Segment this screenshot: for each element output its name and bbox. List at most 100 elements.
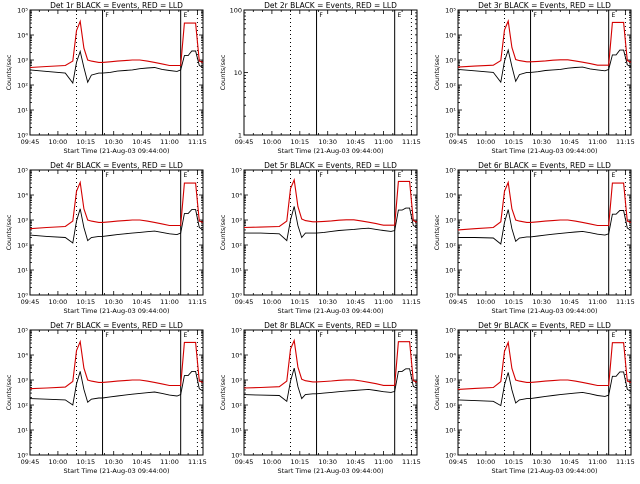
detector-panel: Det 4r BLACK = Events, RED = LLD 10⁰ 10¹ 10…	[5, 161, 207, 315]
x-tick-label: 10:30	[104, 458, 123, 466]
x-tick-label: 10:45	[560, 138, 579, 146]
y-tick-label: 10⁴	[17, 192, 28, 200]
events-series-line	[29, 208, 204, 244]
y-tick-label: 10⁴	[445, 352, 456, 360]
y-tick-label: 10⁰	[445, 132, 456, 140]
lld-series-line	[457, 340, 632, 390]
y-tick-label: 10⁵	[445, 7, 456, 15]
x-tick-label: 10:15	[76, 138, 95, 146]
x-tick-label: 10:45	[346, 138, 365, 146]
y-tick-label: 10²	[17, 402, 28, 410]
y-tick-label: 10⁴	[17, 352, 28, 360]
plot-frame	[457, 9, 632, 136]
y-tick-label: 10³	[17, 217, 28, 225]
plot-frame	[29, 169, 204, 296]
lld-series-line	[457, 180, 632, 231]
x-tick-label: 10:15	[76, 298, 95, 306]
x-tick-label: 10:15	[290, 138, 309, 146]
x-tick-label: 11:15	[402, 298, 421, 306]
interval-marker-label: F	[105, 332, 109, 339]
y-tick-label: 10⁰	[17, 452, 28, 460]
detector-panel: Det 9r BLACK = Events, RED = LLD 10⁰ 10¹ 10…	[433, 321, 635, 475]
x-tick-label: 09:45	[235, 298, 254, 306]
x-axis-label: Start Time (21-Aug-03 09:44:00)	[491, 147, 597, 155]
events-series-line	[29, 370, 204, 406]
interval-marker-label: F	[105, 172, 109, 179]
events-series-line	[457, 48, 632, 84]
x-tick-label: 11:15	[616, 138, 635, 146]
x-tick-label: 09:45	[235, 138, 254, 146]
x-tick-label: 11:00	[588, 458, 607, 466]
detector-panel: Det 8r BLACK = Events, RED = LLD 10⁰ 10¹ 10…	[219, 321, 421, 475]
y-tick-label: 10³	[445, 217, 456, 225]
y-tick-label: 10²	[17, 242, 28, 250]
x-tick-label: 11:15	[188, 138, 207, 146]
events-series-line	[457, 371, 632, 407]
y-axis-label: Counts/sec	[219, 214, 227, 250]
x-tick-label: 10:15	[76, 458, 95, 466]
panel-title: Det 2r BLACK = Events, RED = LLD	[264, 1, 397, 10]
events-series-line	[243, 367, 418, 403]
x-tick-label: 10:15	[290, 458, 309, 466]
y-tick-label: 10¹	[445, 267, 456, 275]
x-tick-label: 11:00	[160, 458, 179, 466]
y-tick-label: 10⁰	[231, 292, 242, 300]
y-tick-label: 10³	[17, 57, 28, 65]
y-tick-label: 10³	[231, 217, 242, 225]
y-tick-label: 10¹	[231, 267, 242, 275]
plot-frame	[243, 169, 418, 296]
x-tick-label: 10:30	[532, 138, 551, 146]
y-tick-label: 10⁴	[231, 192, 242, 200]
y-tick-label: 10¹	[17, 107, 28, 115]
events-series-line	[458, 209, 632, 245]
lld-series-line	[29, 180, 204, 230]
y-tick-label: 10⁴	[17, 32, 28, 40]
y-tick-label: 10³	[17, 377, 28, 385]
detector-panel: Det 6r BLACK = Events, RED = LLD 10⁰ 10¹ 10…	[433, 161, 635, 315]
x-tick-label: 11:15	[402, 138, 421, 146]
events-series-line	[29, 49, 204, 85]
y-axis-label: Counts/sec	[433, 54, 441, 90]
y-tick-label: 10⁰	[17, 292, 28, 300]
x-tick-label: 09:45	[449, 458, 468, 466]
plot-frame	[243, 329, 418, 456]
x-tick-label: 09:45	[449, 138, 468, 146]
plot-frame	[457, 329, 632, 456]
x-tick-label: 10:30	[532, 458, 551, 466]
y-tick-label: 10⁵	[17, 7, 28, 15]
panel-title: Det 8r BLACK = Events, RED = LLD	[264, 321, 397, 330]
detector-panel: Det 7r BLACK = Events, RED = LLD 10⁰ 10¹ 10…	[5, 321, 207, 475]
x-tick-label: 10:45	[132, 298, 151, 306]
x-tick-label: 10:00	[263, 138, 282, 146]
lld-series-line	[29, 19, 204, 69]
x-axis-label: Start Time (21-Aug-03 09:44:00)	[63, 467, 169, 475]
x-tick-label: 10:00	[477, 458, 496, 466]
interval-marker-label: E	[184, 12, 188, 19]
events-series-line	[244, 206, 418, 242]
y-tick-label: 10⁴	[231, 352, 242, 360]
panel-title: Det 6r BLACK = Events, RED = LLD	[478, 161, 611, 170]
lld-series-line	[29, 339, 204, 390]
y-tick-label: 10¹	[445, 427, 456, 435]
y-tick-label: 10¹	[231, 427, 242, 435]
x-tick-label: 11:00	[374, 138, 393, 146]
y-tick-label: 10⁰	[17, 132, 28, 140]
panel-title: Det 5r BLACK = Events, RED = LLD	[264, 161, 397, 170]
interval-marker-label: F	[319, 332, 323, 339]
interval-marker-label: E	[184, 172, 188, 179]
y-tick-label: 10⁵	[231, 327, 242, 335]
y-tick-label: 10⁵	[17, 327, 28, 335]
x-tick-label: 10:30	[318, 138, 337, 146]
y-tick-label: 100	[230, 7, 242, 15]
y-tick-label: 10⁵	[231, 167, 242, 175]
x-tick-label: 10:00	[49, 298, 68, 306]
y-tick-label: 10³	[231, 377, 242, 385]
x-tick-label: 10:30	[104, 298, 123, 306]
plot-frame	[243, 9, 418, 136]
x-tick-label: 10:45	[132, 458, 151, 466]
interval-marker-label: F	[533, 172, 537, 179]
x-tick-label: 10:45	[560, 458, 579, 466]
x-tick-label: 10:30	[104, 138, 123, 146]
